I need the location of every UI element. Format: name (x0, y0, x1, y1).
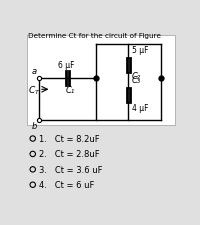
Text: 5 μF: 5 μF (132, 45, 148, 54)
Text: 6 μF: 6 μF (58, 61, 75, 70)
Text: b: b (31, 121, 37, 130)
Text: 3.   Ct = 3.6 uF: 3. Ct = 3.6 uF (39, 165, 102, 174)
FancyBboxPatch shape (27, 35, 175, 126)
Text: C₂: C₂ (132, 72, 141, 80)
Text: 4 μF: 4 μF (132, 104, 148, 113)
Text: 2.   Ct = 2.8uF: 2. Ct = 2.8uF (39, 150, 100, 159)
Text: C₃: C₃ (132, 76, 141, 85)
Text: $C_T$: $C_T$ (28, 84, 41, 96)
Text: 4.   Ct = 6 uF: 4. Ct = 6 uF (39, 180, 94, 189)
Text: C₁: C₁ (65, 86, 75, 95)
Text: 1.   Ct = 8.2uF: 1. Ct = 8.2uF (39, 135, 100, 143)
Text: Determine Ct for the circuit of Figure: Determine Ct for the circuit of Figure (28, 33, 161, 39)
Text: a: a (32, 67, 37, 76)
